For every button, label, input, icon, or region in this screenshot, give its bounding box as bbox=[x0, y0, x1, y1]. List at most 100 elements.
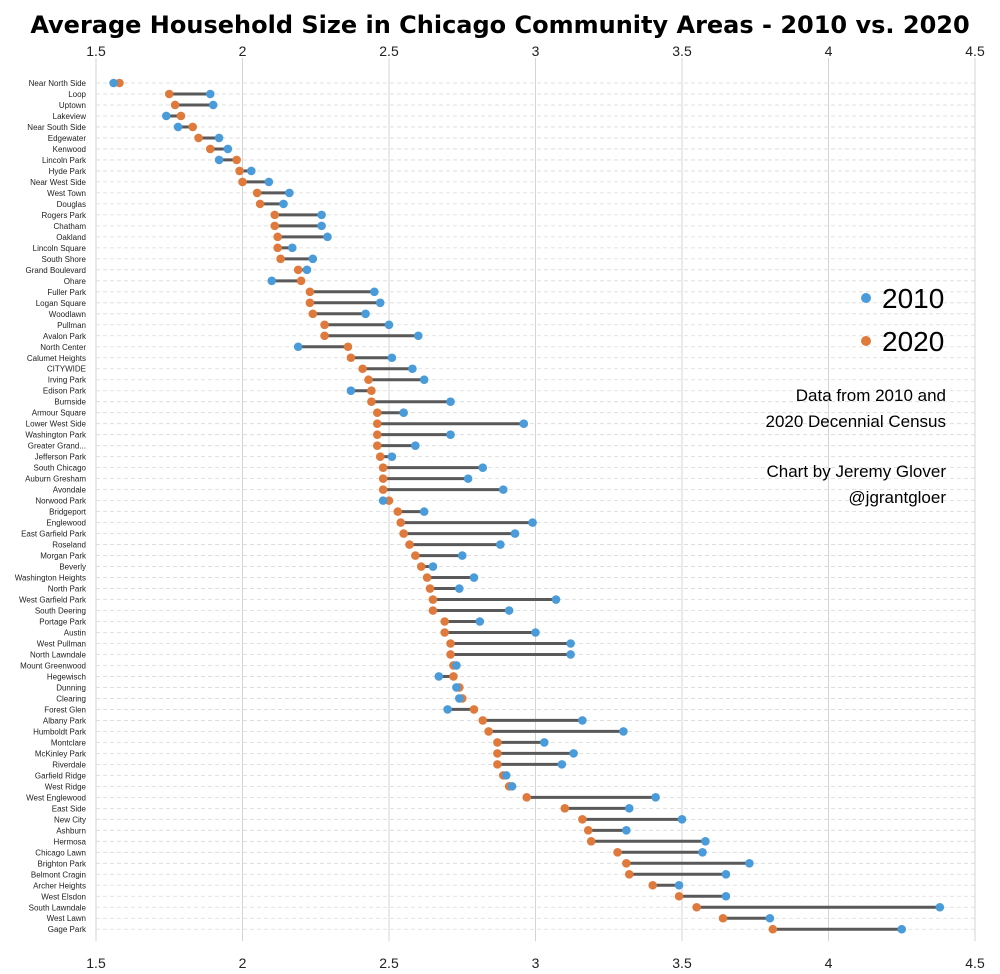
point-2020 bbox=[440, 617, 449, 626]
point-2020 bbox=[176, 111, 186, 121]
category-label: West Garfield Park bbox=[19, 596, 87, 605]
point-2010 bbox=[446, 430, 455, 439]
point-2010 bbox=[519, 419, 529, 428]
point-2010 bbox=[457, 551, 467, 560]
point-2020 bbox=[416, 562, 426, 571]
point-2010 bbox=[267, 276, 277, 286]
category-label: Woodlawn bbox=[49, 310, 86, 319]
category-label: Lincoln Square bbox=[33, 244, 87, 253]
category-label: Riverdale bbox=[52, 760, 86, 769]
category-label: Roseland bbox=[52, 541, 86, 550]
point-2010 bbox=[214, 155, 224, 165]
point-2020 bbox=[273, 232, 282, 242]
point-2020 bbox=[396, 518, 406, 527]
point-2020 bbox=[252, 188, 262, 198]
note-line: 2020 Decennial Census bbox=[765, 412, 946, 431]
point-2020 bbox=[583, 826, 593, 835]
point-2020 bbox=[393, 507, 403, 516]
point-2010 bbox=[428, 562, 438, 571]
point-2020 bbox=[624, 869, 634, 879]
category-label: Albany Park bbox=[43, 716, 87, 725]
chart-notes: Data from 2010 and 2020 Decennial Census C… bbox=[765, 386, 946, 507]
x-tick-label-bottom: 1.5 bbox=[86, 955, 106, 971]
point-2010 bbox=[677, 815, 687, 824]
point-2010 bbox=[551, 595, 561, 604]
category-labels: Near North Side Loop Uptown Lakeview Near So… bbox=[15, 79, 87, 934]
category-label: Armour Square bbox=[32, 409, 87, 418]
point-2020 bbox=[428, 595, 438, 604]
category-label: Montclare bbox=[51, 738, 87, 747]
category-label: West Elsdon bbox=[41, 892, 86, 901]
point-2010 bbox=[651, 793, 660, 802]
point-2020 bbox=[378, 485, 388, 494]
category-label: Fuller Park bbox=[47, 288, 87, 297]
legend-label-2020: 2020 bbox=[882, 326, 944, 357]
category-label: Uptown bbox=[59, 101, 86, 110]
x-tick-label-bottom: 2 bbox=[239, 955, 247, 971]
category-label: West Ridge bbox=[45, 782, 87, 791]
point-2020 bbox=[188, 122, 197, 132]
category-label: Washington Heights bbox=[15, 574, 86, 583]
note-line: Chart by Jeremy Glover bbox=[767, 462, 947, 481]
point-2010 bbox=[619, 727, 628, 736]
category-label: Edison Park bbox=[43, 387, 87, 396]
point-2010 bbox=[264, 177, 274, 187]
category-label: Beverly bbox=[59, 563, 86, 572]
point-2020 bbox=[425, 584, 435, 593]
point-2020 bbox=[560, 804, 570, 813]
point-2020 bbox=[372, 408, 382, 418]
point-2010 bbox=[411, 441, 420, 450]
point-2010 bbox=[897, 924, 907, 934]
category-label: Chicago Lawn bbox=[35, 848, 86, 857]
category-label: Garfield Ridge bbox=[35, 771, 87, 780]
point-2010 bbox=[378, 496, 388, 505]
category-label: Ohare bbox=[64, 277, 87, 286]
point-2010 bbox=[510, 529, 520, 538]
category-label: West Englewood bbox=[26, 793, 86, 802]
point-2020 bbox=[296, 276, 306, 286]
category-label: Bridgeport bbox=[49, 508, 87, 517]
point-2020 bbox=[164, 89, 174, 99]
x-tick-label-top: 3 bbox=[532, 43, 540, 59]
category-label: Ashburn bbox=[56, 826, 86, 835]
category-label: Belmont Cragin bbox=[31, 870, 86, 879]
point-2010 bbox=[205, 89, 215, 99]
point-2010 bbox=[745, 858, 754, 868]
point-2010 bbox=[765, 913, 775, 923]
point-2020 bbox=[378, 474, 388, 483]
point-2020 bbox=[586, 837, 596, 846]
point-2010 bbox=[443, 705, 452, 714]
point-2020 bbox=[578, 815, 587, 824]
point-2010 bbox=[214, 133, 224, 143]
point-2010 bbox=[701, 837, 710, 846]
point-2020 bbox=[375, 452, 385, 461]
point-2010 bbox=[498, 485, 508, 494]
point-2010 bbox=[578, 716, 587, 725]
point-2020 bbox=[718, 913, 728, 923]
category-label: Portage Park bbox=[39, 618, 87, 627]
point-2020 bbox=[411, 551, 420, 560]
point-2010 bbox=[387, 353, 397, 363]
point-2010 bbox=[308, 254, 318, 264]
point-2010 bbox=[721, 869, 731, 879]
point-2010 bbox=[370, 287, 379, 297]
category-label: Loop bbox=[68, 90, 86, 99]
category-label: Humboldt Park bbox=[33, 727, 87, 736]
category-label: West Lawn bbox=[47, 914, 86, 923]
point-2010 bbox=[317, 210, 326, 220]
point-2020 bbox=[446, 650, 455, 659]
point-2020 bbox=[273, 243, 282, 253]
point-2020 bbox=[768, 924, 778, 934]
point-2010 bbox=[323, 232, 332, 242]
category-label: East Side bbox=[52, 804, 87, 813]
point-2010 bbox=[375, 298, 385, 308]
point-2010 bbox=[452, 683, 461, 692]
category-label: Rogers Park bbox=[42, 211, 87, 220]
point-2010 bbox=[622, 826, 631, 835]
legend-marker-2020 bbox=[861, 336, 871, 346]
point-2020 bbox=[367, 386, 376, 396]
category-label: Auburn Gresham bbox=[25, 475, 86, 484]
category-label: Washington Park bbox=[25, 431, 87, 440]
category-label: Englewood bbox=[46, 519, 86, 528]
category-label: Edgewater bbox=[48, 134, 87, 143]
